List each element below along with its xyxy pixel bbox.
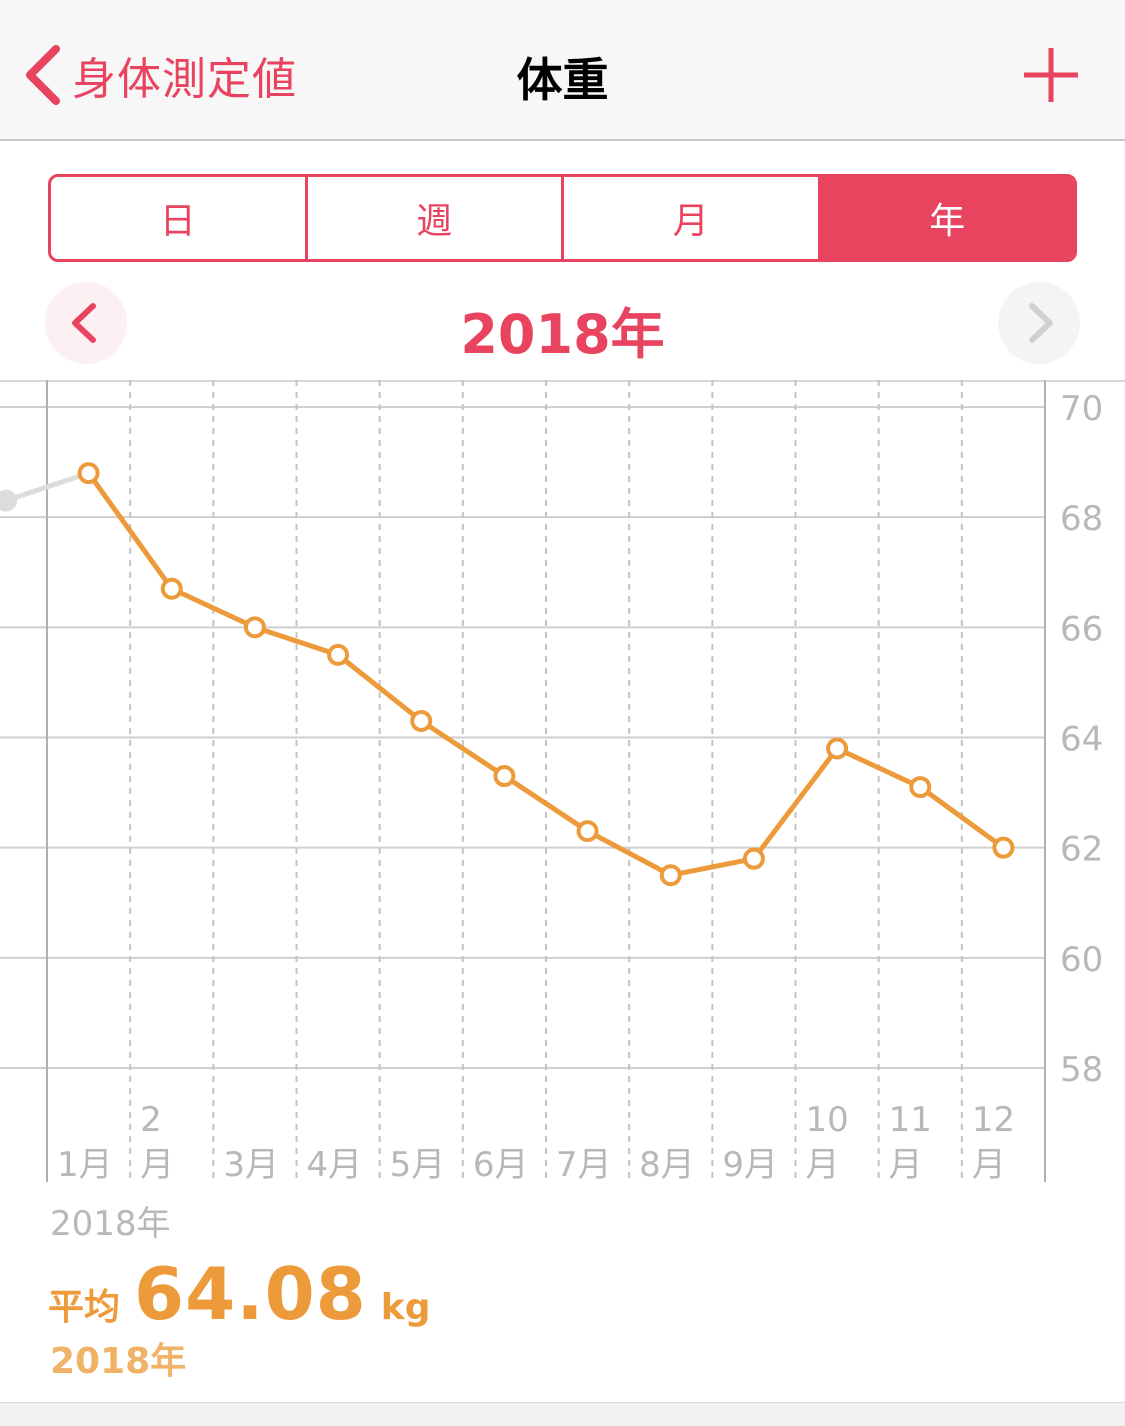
x-tick-label: 6月	[473, 1145, 529, 1185]
data-point	[160, 577, 183, 600]
x-tick-label: 11	[889, 1100, 932, 1140]
data-point	[826, 737, 849, 760]
back-button[interactable]: 身体測定値	[22, 40, 297, 110]
add-button[interactable]	[1020, 44, 1082, 106]
chevron-right-icon	[998, 303, 1080, 368]
y-tick-label: 58	[1060, 1050, 1103, 1090]
plus-icon	[1020, 48, 1082, 110]
period-title: 2018年	[460, 303, 665, 366]
y-tick-label: 64	[1060, 720, 1103, 760]
average-row: 平均 64.08 kg	[48, 1252, 430, 1336]
y-tick-label: 70	[1060, 389, 1103, 429]
data-point	[742, 847, 765, 870]
segment-month[interactable]: 月	[561, 177, 818, 259]
page-title: 体重	[516, 53, 609, 107]
y-tick-label: 62	[1060, 830, 1103, 870]
average-unit: kg	[380, 1287, 431, 1328]
data-point	[77, 462, 100, 485]
weight-line-chart[interactable]: 70 68 66 64 62 60 58 1月 2 月 3月 4月 5月 6月 7月 8月 9月 10 月 11 月 12…	[0, 380, 1125, 1185]
x-tick-label: 5月	[390, 1145, 446, 1185]
x-tick-label: 9月	[722, 1145, 778, 1185]
period-segmented-control: 日 週 月 年	[48, 174, 1077, 262]
x-tick-label: 1月	[57, 1145, 113, 1185]
chevron-left-icon	[45, 303, 127, 368]
x-tick-label: 3月	[223, 1145, 279, 1185]
data-point	[659, 864, 682, 887]
range-label: 2018年	[50, 1204, 171, 1244]
bottom-bar	[0, 1402, 1125, 1426]
data-point	[410, 709, 433, 732]
y-tick-label: 68	[1060, 499, 1103, 539]
x-tick-label: 10	[806, 1100, 849, 1140]
previous-period-button[interactable]	[45, 282, 127, 364]
y-tick-label: 60	[1060, 940, 1103, 980]
average-period: 2018年	[50, 1341, 187, 1382]
navigation-bar: 身体測定値 体重	[0, 0, 1125, 141]
x-tick-label: 7月	[556, 1145, 612, 1185]
series-line	[86, 471, 1005, 878]
previous-series-line	[5, 470, 90, 504]
data-point	[992, 836, 1015, 859]
segment-year[interactable]: 年	[817, 177, 1074, 259]
y-tick-label: 66	[1060, 609, 1103, 649]
chevron-left-icon	[22, 43, 62, 107]
back-label: 身体測定値	[72, 54, 297, 105]
x-tick-label: 月	[140, 1145, 174, 1185]
data-point	[327, 643, 350, 666]
segment-week[interactable]: 週	[304, 177, 562, 259]
average-value: 64.08	[134, 1252, 367, 1336]
segment-day[interactable]: 日	[159, 201, 196, 242]
data-point	[909, 776, 932, 799]
next-period-button[interactable]	[998, 282, 1080, 364]
x-tick-label: 12	[972, 1100, 1015, 1140]
x-tick-label: 8月	[639, 1145, 695, 1185]
x-tick-label: 2	[140, 1100, 162, 1140]
data-point	[243, 616, 266, 639]
x-tick-label: 月	[806, 1145, 840, 1185]
data-point	[493, 765, 516, 788]
x-tick-label: 月	[972, 1145, 1006, 1185]
previous-point	[0, 489, 17, 512]
x-tick-label: 月	[889, 1145, 923, 1185]
x-tick-label: 4月	[307, 1145, 363, 1185]
average-label: 平均	[48, 1287, 121, 1328]
data-point	[576, 820, 599, 843]
